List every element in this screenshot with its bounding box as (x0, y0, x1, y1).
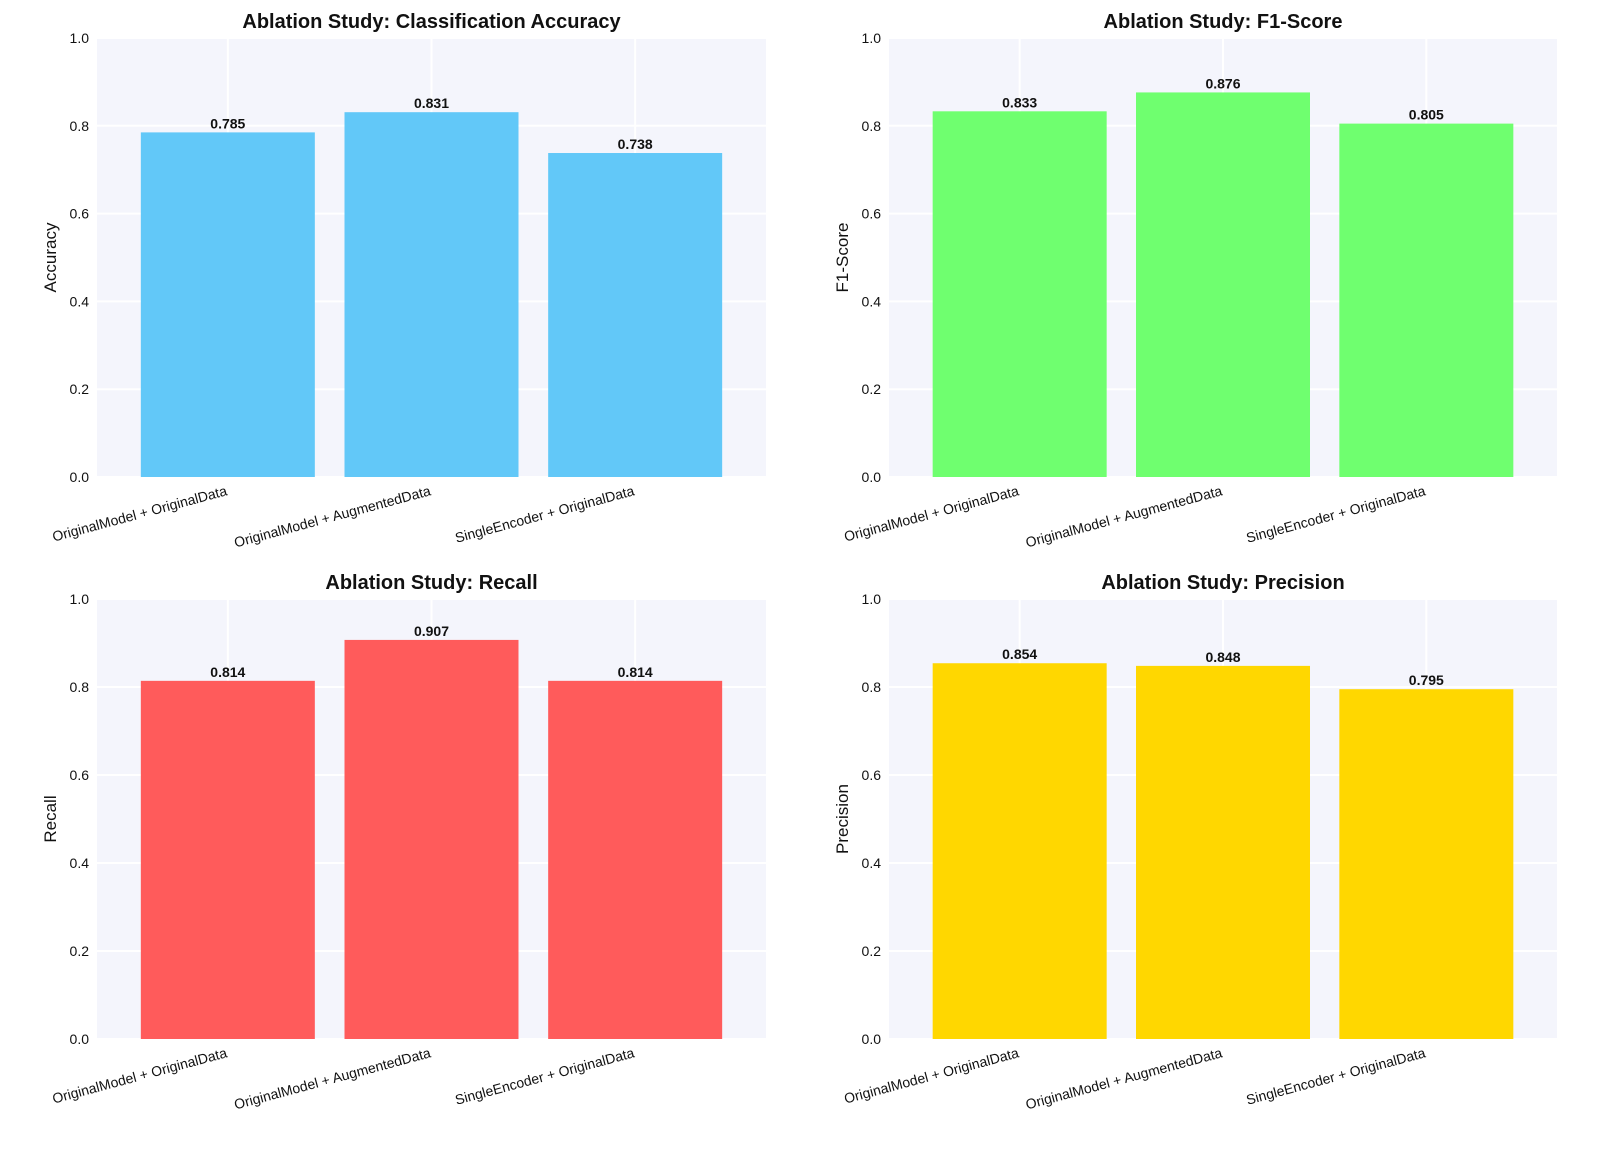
y-tick-label: 0.4 (70, 855, 90, 871)
y-tick-label: 0.8 (70, 118, 90, 134)
chart-title: Ablation Study: F1-Score (1104, 11, 1343, 33)
bar-value-label: 0.738 (618, 136, 653, 152)
x-tick-label: SingleEncoder + OriginalData (453, 1044, 636, 1107)
bar-value-label: 0.907 (414, 623, 449, 639)
x-tick-label: OriginalModel + AugmentedData (1024, 1044, 1224, 1112)
y-tick-label: 0.8 (70, 679, 90, 695)
y-tick-label: 0.0 (862, 469, 882, 485)
chart-title: Ablation Study: Classification Accuracy (242, 11, 621, 33)
y-tick-label: 0.0 (70, 1031, 90, 1047)
bar-value-label: 0.785 (210, 115, 245, 131)
y-tick-label: 1.0 (862, 591, 882, 607)
x-tick-label: OriginalModel + OriginalData (842, 1044, 1020, 1106)
x-tick-label: OriginalModel + AugmentedData (232, 1044, 432, 1112)
bar (344, 112, 519, 477)
y-tick-label: 0.2 (70, 381, 90, 397)
bar-value-label: 0.854 (1002, 646, 1037, 662)
y-tick-label: 0.0 (862, 1031, 882, 1047)
chart-panel-3: 0.0 0.2 0.4 0.6 0.8 1.0 0.814 OriginalModel + O… (41, 572, 766, 1112)
bar (548, 680, 723, 1039)
y-tick-label: 0.8 (862, 679, 882, 695)
bar (932, 111, 1107, 478)
y-axis-label: Accuracy (41, 222, 60, 292)
bar-value-label: 0.814 (618, 664, 653, 680)
bar (1339, 689, 1514, 1039)
chart-panel-2: 0.0 0.2 0.4 0.6 0.8 1.0 0.833 OriginalModel + O… (833, 11, 1557, 550)
bar (1339, 123, 1514, 477)
y-tick-label: 0.6 (862, 206, 882, 222)
x-tick-label: OriginalModel + OriginalData (50, 482, 228, 544)
chart-title: Ablation Study: Recall (325, 572, 537, 594)
x-tick-label: OriginalModel + OriginalData (50, 1044, 228, 1106)
y-tick-label: 0.2 (70, 943, 90, 959)
bar (344, 639, 519, 1039)
y-tick-label: 0.6 (70, 206, 90, 222)
bar (140, 132, 315, 477)
bar (140, 680, 315, 1039)
x-tick-label: SingleEncoder + OriginalData (1244, 482, 1427, 545)
bar-value-label: 0.805 (1409, 107, 1444, 123)
y-axis-label: F1-Score (833, 223, 852, 293)
y-tick-label: 1.0 (70, 591, 90, 607)
bar-value-label: 0.795 (1409, 672, 1444, 688)
bar-value-label: 0.831 (414, 95, 449, 111)
y-axis-label: Recall (41, 795, 60, 842)
y-tick-label: 1.0 (862, 30, 882, 46)
bar-value-label: 0.876 (1205, 75, 1240, 91)
y-tick-label: 0.6 (862, 767, 882, 783)
x-tick-label: SingleEncoder + OriginalData (1244, 1044, 1427, 1107)
y-tick-label: 0.6 (70, 767, 90, 783)
y-tick-label: 1.0 (70, 30, 90, 46)
x-tick-label: OriginalModel + AugmentedData (1024, 482, 1224, 550)
y-tick-label: 0.4 (862, 855, 882, 871)
chart-panel-1: 0.0 0.2 0.4 0.6 0.8 1.0 0.785 OriginalModel + O… (41, 11, 766, 550)
bar-value-label: 0.848 (1205, 649, 1240, 665)
bar-value-label: 0.833 (1002, 94, 1037, 110)
bar-value-label: 0.814 (210, 664, 245, 680)
x-tick-label: SingleEncoder + OriginalData (453, 482, 636, 545)
y-tick-label: 0.2 (862, 381, 882, 397)
x-tick-label: OriginalModel + OriginalData (842, 482, 1020, 544)
bar (548, 153, 723, 477)
x-tick-label: OriginalModel + AugmentedData (232, 482, 432, 550)
chart-title: Ablation Study: Precision (1101, 572, 1344, 594)
y-tick-label: 0.4 (70, 293, 90, 309)
y-tick-label: 0.8 (862, 118, 882, 134)
chart-panel-4: 0.0 0.2 0.4 0.6 0.8 1.0 0.854 OriginalModel + O… (833, 572, 1557, 1112)
bar (1136, 665, 1310, 1039)
bar (1136, 92, 1310, 477)
y-tick-label: 0.0 (70, 469, 90, 485)
bar (932, 663, 1107, 1039)
y-axis-label: Precision (833, 784, 852, 854)
y-tick-label: 0.2 (862, 943, 882, 959)
y-tick-label: 0.4 (862, 293, 882, 309)
